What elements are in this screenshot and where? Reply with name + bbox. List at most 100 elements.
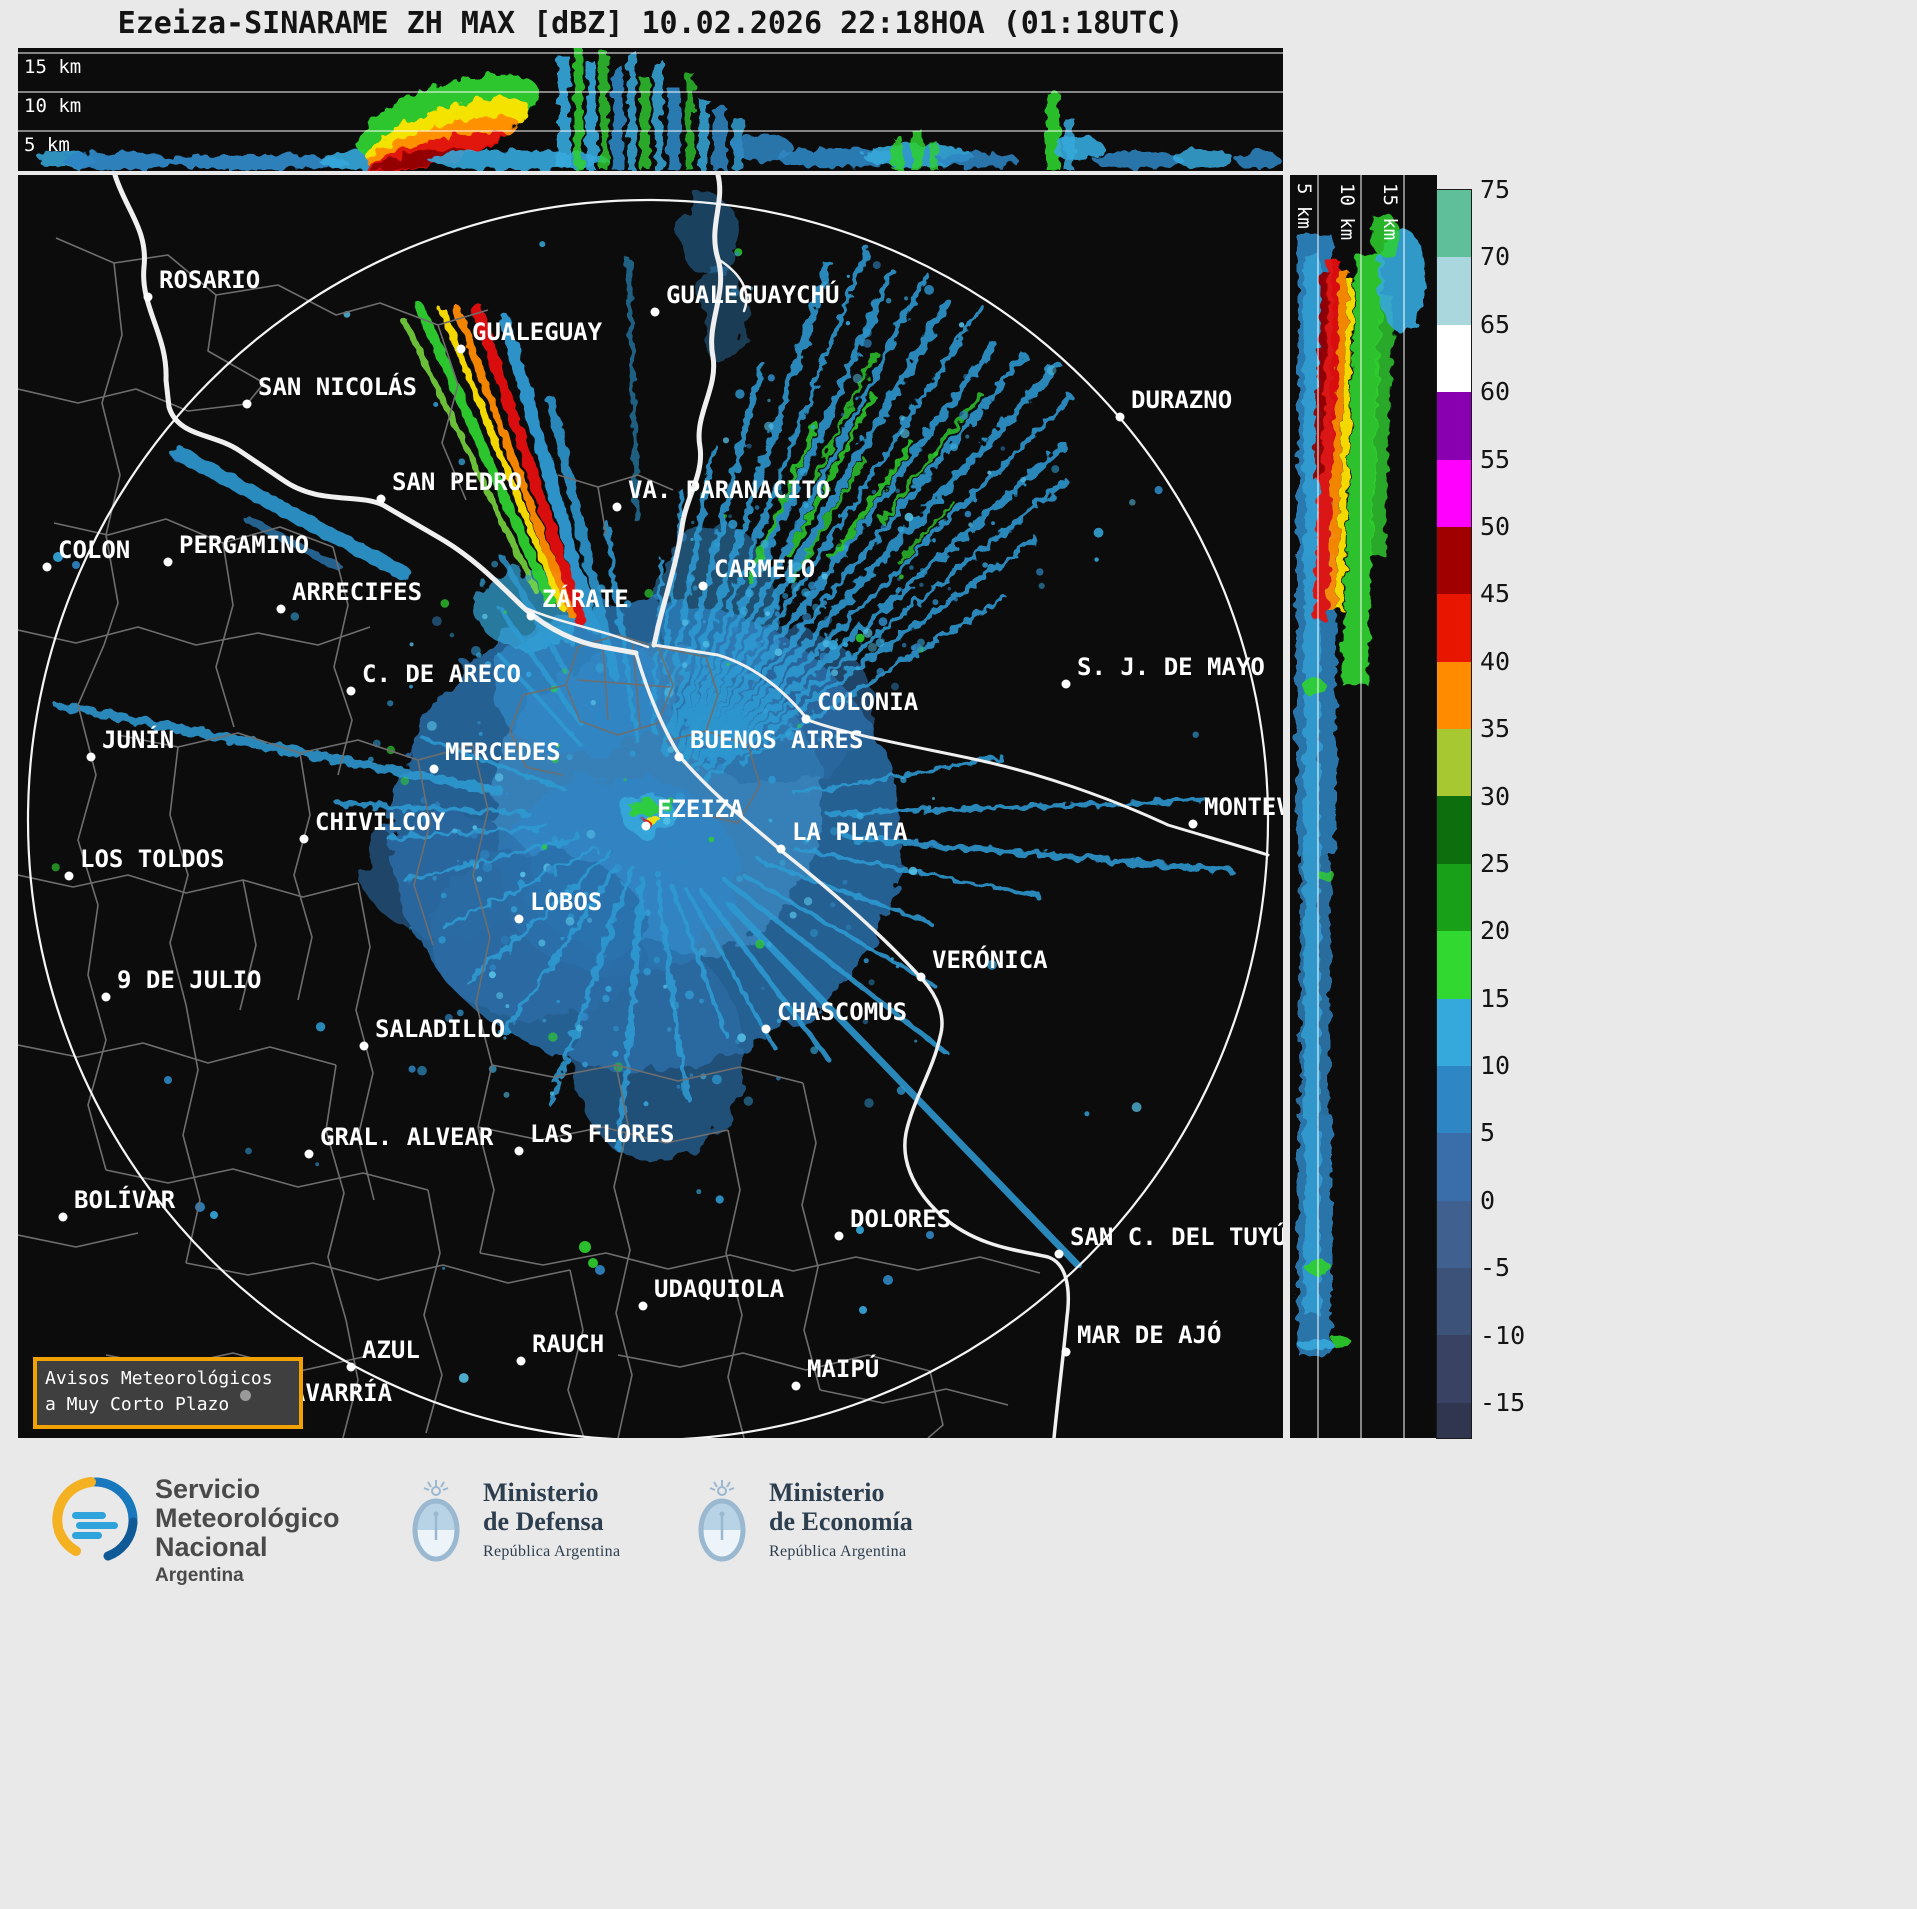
radar-ray bbox=[727, 902, 1081, 1269]
radar-speckle bbox=[590, 699, 596, 706]
radar-ray bbox=[669, 883, 729, 1039]
radar-speckle bbox=[987, 960, 997, 970]
radar-ray bbox=[741, 873, 936, 987]
water-layer bbox=[112, 175, 1270, 1438]
radar-speckle bbox=[950, 443, 958, 452]
colorbar-band bbox=[1437, 190, 1471, 258]
radar-speckle bbox=[549, 1091, 554, 1096]
city-label: SALADILLO bbox=[375, 1015, 505, 1043]
page-title: Ezeiza-SINARAME ZH MAX [dBZ] 10.02.2026 … bbox=[117, 6, 1184, 41]
city-label: CARMELO bbox=[714, 555, 815, 583]
radar-speckle bbox=[899, 415, 905, 421]
radar-speckle bbox=[712, 1074, 722, 1085]
radar-speckle bbox=[774, 638, 781, 646]
colorbar-band bbox=[1437, 1133, 1471, 1201]
city-label: DOLORES bbox=[850, 1205, 951, 1233]
colorbar-band bbox=[1437, 931, 1471, 999]
colorbar-tick: 5 bbox=[1480, 1118, 1496, 1148]
radar-speckle bbox=[602, 994, 610, 1003]
radar-ray bbox=[499, 867, 617, 1040]
colorbar-band bbox=[1437, 729, 1471, 797]
radar-echo bbox=[1313, 269, 1329, 481]
radar-speckle bbox=[702, 620, 706, 624]
radar-speckle bbox=[173, 454, 182, 463]
city-label: SAN C. DEL TUYÚ bbox=[1070, 1221, 1283, 1251]
river-coastline bbox=[716, 257, 748, 313]
colorbar-tick: 35 bbox=[1480, 714, 1511, 744]
radar-speckle bbox=[503, 610, 508, 614]
radar-ray bbox=[747, 421, 819, 584]
radar-spot bbox=[210, 1211, 218, 1219]
radar-ray bbox=[498, 654, 584, 748]
city-dot bbox=[1061, 1347, 1071, 1357]
radar-echo bbox=[1173, 149, 1233, 167]
city-label: 9 DE JULIO bbox=[117, 966, 262, 994]
radar-speckle bbox=[728, 514, 732, 519]
river-coastline bbox=[634, 651, 1071, 1438]
radar-speckle bbox=[566, 753, 573, 761]
city-dot bbox=[526, 611, 536, 621]
city-dot bbox=[801, 714, 811, 724]
colorbar-tick: 25 bbox=[1480, 848, 1511, 878]
province-boundary bbox=[18, 626, 371, 646]
radar-speckle bbox=[408, 926, 412, 930]
radar-speckle bbox=[745, 589, 754, 598]
radar-streak bbox=[244, 516, 342, 571]
radar-ray bbox=[603, 520, 640, 744]
radar-speckle bbox=[245, 1147, 252, 1155]
radar-ray bbox=[661, 489, 685, 673]
radar-speckle bbox=[819, 652, 829, 661]
radar-speckle bbox=[692, 585, 698, 591]
right-cross-section-svg: 5 km 10 km 15 km bbox=[1293, 175, 1426, 1438]
radar-speckle bbox=[503, 1036, 507, 1040]
dbz-colorbar-ticks: 75 70 65 60 55 50 45 40 35 30 25 20 15 10 5 0 -5 -10 -15 bbox=[1480, 175, 1550, 1438]
radar-spot bbox=[579, 1241, 591, 1253]
radar-speckle bbox=[982, 562, 988, 568]
radar-speckle bbox=[491, 560, 499, 568]
radar-echo bbox=[168, 154, 348, 170]
city-label: LAS FLORES bbox=[530, 1120, 675, 1148]
city-label: ROSARIO bbox=[159, 266, 260, 294]
radar-speckle bbox=[800, 355, 804, 359]
radar-speckle bbox=[774, 648, 783, 656]
province-boundary bbox=[215, 542, 235, 728]
colorbar-tick: -10 bbox=[1480, 1320, 1526, 1350]
city-dot bbox=[346, 1362, 356, 1372]
province-boundary bbox=[239, 879, 257, 1011]
radar-speckle bbox=[749, 286, 754, 291]
radar-map-svg: ROSARIO GUALEGUAYCHÚ GUALEGUAY SAN NICOLÁS D… bbox=[18, 175, 1283, 1438]
colorbar-band bbox=[1437, 796, 1471, 864]
city-label: VA. PARANACITO bbox=[628, 476, 830, 504]
dbz-colorbar bbox=[1436, 189, 1472, 1439]
province-boundary bbox=[491, 1064, 804, 1084]
radar-spot bbox=[53, 552, 63, 562]
radar-speckle bbox=[765, 611, 770, 616]
province-boundary bbox=[342, 1319, 359, 1438]
radar-speckle bbox=[766, 941, 772, 947]
radar-speckle bbox=[863, 628, 873, 638]
radar-speckle bbox=[637, 797, 643, 804]
radar-speckle bbox=[582, 1061, 588, 1068]
radar-speckle bbox=[593, 711, 604, 722]
radar-speckle bbox=[442, 1266, 446, 1270]
smn-logo-block: Servicio Meteorológico Nacional Argentin… bbox=[50, 1475, 340, 1587]
city-dot bbox=[674, 752, 684, 762]
radar-speckle bbox=[895, 488, 900, 494]
radar-echo bbox=[678, 195, 738, 275]
radar-ray bbox=[547, 864, 635, 1107]
radar-speckle bbox=[695, 611, 704, 620]
radar-speckle bbox=[1084, 1111, 1090, 1117]
radar-speckle bbox=[772, 736, 776, 740]
radar-speckle bbox=[605, 985, 612, 993]
radar-speckle bbox=[761, 986, 765, 990]
radar-ray bbox=[793, 846, 1043, 899]
radar-echo bbox=[1341, 254, 1383, 686]
radar-speckle bbox=[539, 241, 546, 248]
radar-ray bbox=[704, 441, 1068, 770]
altitude-label: 5 km bbox=[24, 134, 70, 156]
radar-speckle bbox=[597, 584, 606, 593]
radar-spot bbox=[828, 640, 838, 650]
radar-echo bbox=[368, 148, 468, 171]
colorbar-band bbox=[1437, 863, 1471, 932]
